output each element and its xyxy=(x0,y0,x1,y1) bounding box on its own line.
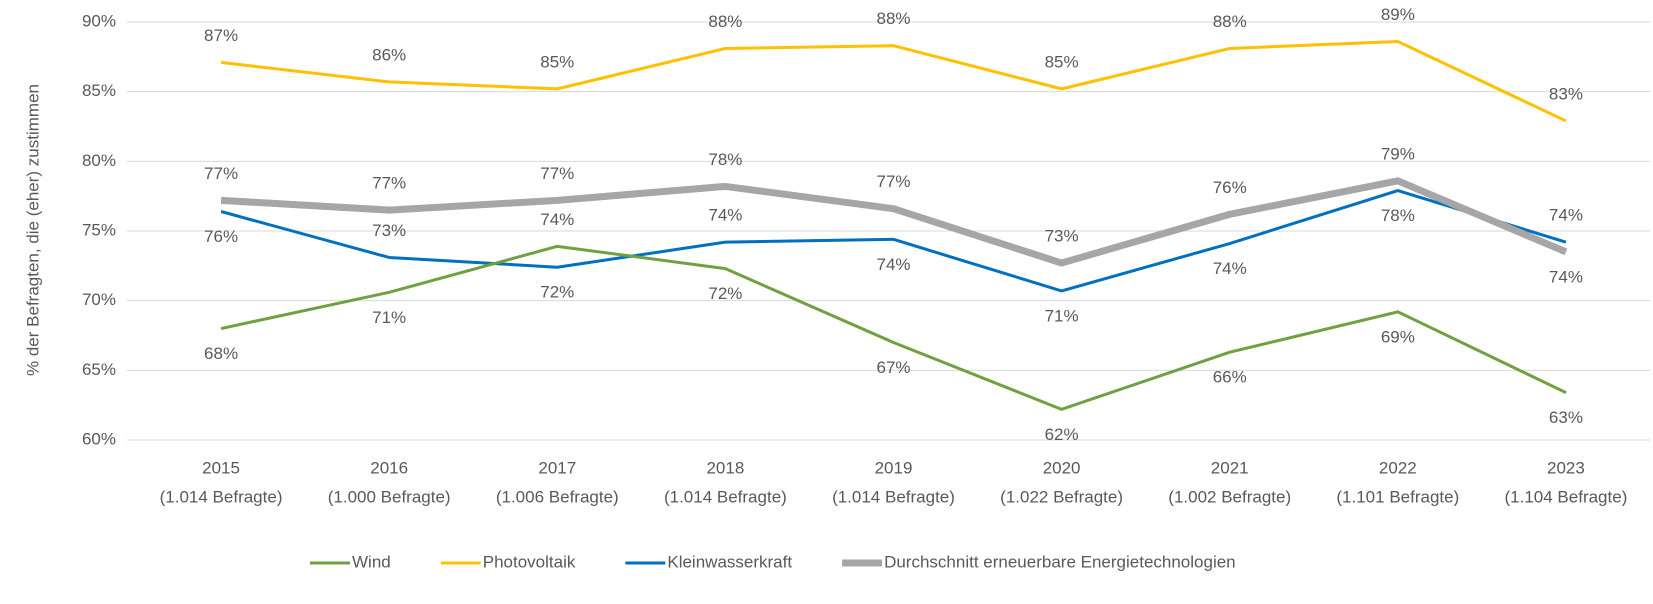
data-label: 88% xyxy=(708,12,742,31)
y-tick-label: 75% xyxy=(82,220,116,239)
data-label: 72% xyxy=(708,284,742,303)
data-label: 88% xyxy=(876,9,910,28)
x-tick-label: 2017 xyxy=(538,458,576,477)
series-line xyxy=(220,244,1567,411)
data-label: 67% xyxy=(876,358,910,377)
data-label: 62% xyxy=(1045,425,1079,444)
legend-label: Durchschnitt erneuerbare Energietechnolo… xyxy=(884,552,1236,571)
data-label: 71% xyxy=(372,308,406,327)
data-label: 88% xyxy=(1213,12,1247,31)
data-label: 78% xyxy=(1381,206,1415,225)
data-label: 74% xyxy=(1549,267,1583,286)
series-line xyxy=(220,189,1567,293)
x-tick-label: (1.014 Befragte) xyxy=(832,487,955,506)
data-label: 66% xyxy=(1213,368,1247,387)
series-line xyxy=(220,177,1568,267)
data-label: 63% xyxy=(1549,408,1583,427)
x-tick-label: 2018 xyxy=(706,458,744,477)
x-tick-label: (1.014 Befragte) xyxy=(160,487,283,506)
y-tick-label: 85% xyxy=(82,81,116,100)
y-tick-label: 65% xyxy=(82,360,116,379)
data-label: 77% xyxy=(540,164,574,183)
x-tick-label: (1.014 Befragte) xyxy=(664,487,787,506)
data-label: 72% xyxy=(540,283,574,302)
y-tick-label: 70% xyxy=(82,290,116,309)
x-tick-label: 2016 xyxy=(370,458,408,477)
data-label: 68% xyxy=(204,344,238,363)
data-label: 74% xyxy=(1213,259,1247,278)
data-label: 77% xyxy=(204,164,238,183)
x-tick-label: (1.101 Befragte) xyxy=(1336,487,1459,506)
x-tick-label: 2020 xyxy=(1043,458,1081,477)
y-axis-label: % der Befragten, die (eher) zustimmen xyxy=(23,84,42,376)
x-tick-label: (1.006 Befragte) xyxy=(496,487,619,506)
data-label: 83% xyxy=(1549,84,1583,103)
data-label: 86% xyxy=(372,45,406,64)
data-label: 71% xyxy=(1045,306,1079,325)
x-tick-label: (1.002 Befragte) xyxy=(1168,487,1291,506)
y-tick-label: 90% xyxy=(82,11,116,30)
data-label: 76% xyxy=(204,227,238,246)
data-label: 73% xyxy=(1045,227,1079,246)
x-tick-label: 2022 xyxy=(1379,458,1417,477)
y-tick-label: 60% xyxy=(82,429,116,448)
y-tick-label: 80% xyxy=(82,151,116,170)
data-label: 76% xyxy=(1213,178,1247,197)
x-tick-label: 2023 xyxy=(1547,458,1585,477)
x-tick-label: 2015 xyxy=(202,458,240,477)
data-label: 87% xyxy=(204,26,238,45)
data-label: 69% xyxy=(1381,327,1415,346)
data-label: 79% xyxy=(1381,144,1415,163)
data-label: 73% xyxy=(372,221,406,240)
data-label: 85% xyxy=(1045,52,1079,71)
series-line xyxy=(220,40,1567,123)
data-label: 77% xyxy=(876,172,910,191)
data-label: 74% xyxy=(540,210,574,229)
legend-label: Wind xyxy=(352,552,391,571)
data-label: 74% xyxy=(708,206,742,225)
data-label: 74% xyxy=(1549,206,1583,225)
x-tick-label: 2021 xyxy=(1211,458,1249,477)
x-tick-label: (1.022 Befragte) xyxy=(1000,487,1123,506)
x-tick-label: (1.000 Befragte) xyxy=(328,487,451,506)
legend-label: Photovoltaik xyxy=(483,552,576,571)
x-tick-label: 2019 xyxy=(875,458,913,477)
data-label: 77% xyxy=(372,174,406,193)
legend-label: Kleinwasserkraft xyxy=(667,552,792,571)
x-tick-label: (1.104 Befragte) xyxy=(1505,487,1628,506)
data-label: 74% xyxy=(876,255,910,274)
data-label: 85% xyxy=(540,52,574,71)
data-label: 89% xyxy=(1381,5,1415,24)
data-label: 78% xyxy=(708,150,742,169)
